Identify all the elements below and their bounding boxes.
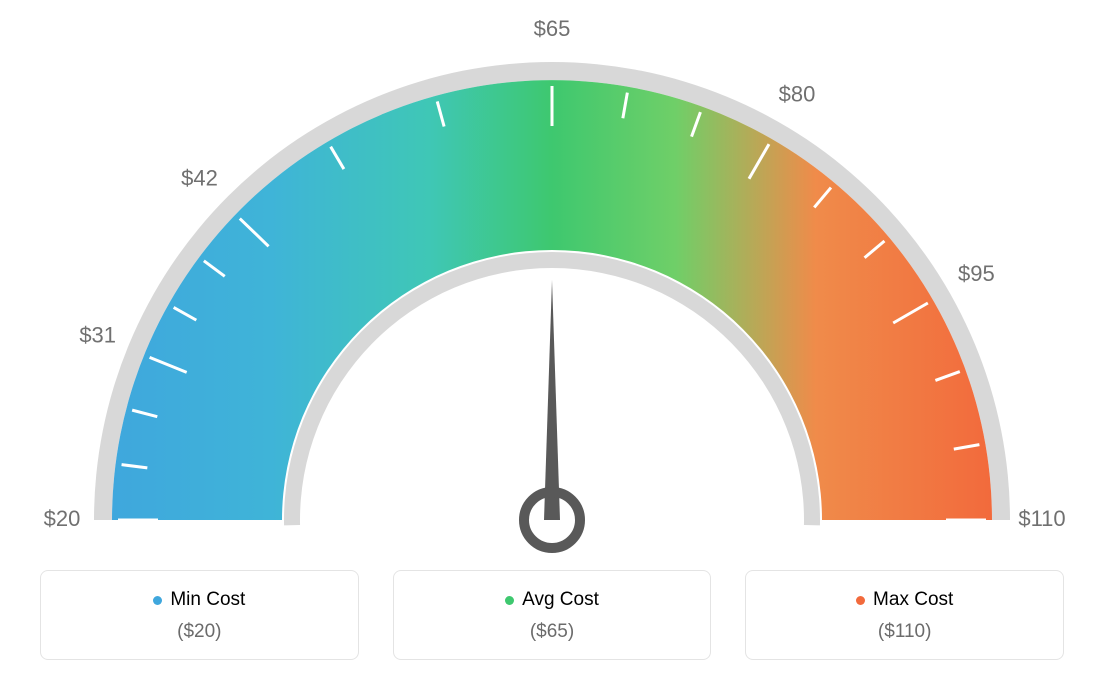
legend-title-max: Max Cost	[856, 589, 953, 611]
legend-value-min: ($20)	[51, 621, 348, 643]
legend-card-avg: Avg Cost ($65)	[393, 570, 712, 660]
gauge-tick-label: $31	[79, 322, 116, 347]
legend-label: Min Cost	[170, 589, 245, 611]
legend-value-max: ($110)	[756, 621, 1053, 643]
gauge-tick-label: $42	[181, 165, 218, 190]
legend-card-max: Max Cost ($110)	[745, 570, 1064, 660]
gauge-svg: $20 $31 $42 $65 $80 $95 $110	[32, 20, 1072, 560]
legend-title-avg: Avg Cost	[505, 589, 599, 611]
gauge-tick-label: $110	[1018, 506, 1065, 531]
legend-value-avg: ($65)	[404, 621, 701, 643]
gauge-tick-label: $95	[958, 261, 995, 286]
legend-dot-min	[153, 596, 162, 605]
legend-label: Max Cost	[873, 589, 953, 611]
gauge-chart: $20 $31 $42 $65 $80 $95 $110	[32, 20, 1072, 560]
legend-row: Min Cost ($20) Avg Cost ($65) Max Cost (…	[0, 570, 1104, 660]
legend-dot-max	[856, 596, 865, 605]
gauge-tick-label: $20	[44, 506, 81, 531]
gauge-needle	[544, 280, 560, 520]
gauge-tick-label: $65	[534, 20, 571, 41]
gauge-tick-label: $80	[779, 81, 816, 106]
legend-card-min: Min Cost ($20)	[40, 570, 359, 660]
legend-title-min: Min Cost	[153, 589, 245, 611]
legend-dot-avg	[505, 596, 514, 605]
legend-label: Avg Cost	[522, 589, 599, 611]
